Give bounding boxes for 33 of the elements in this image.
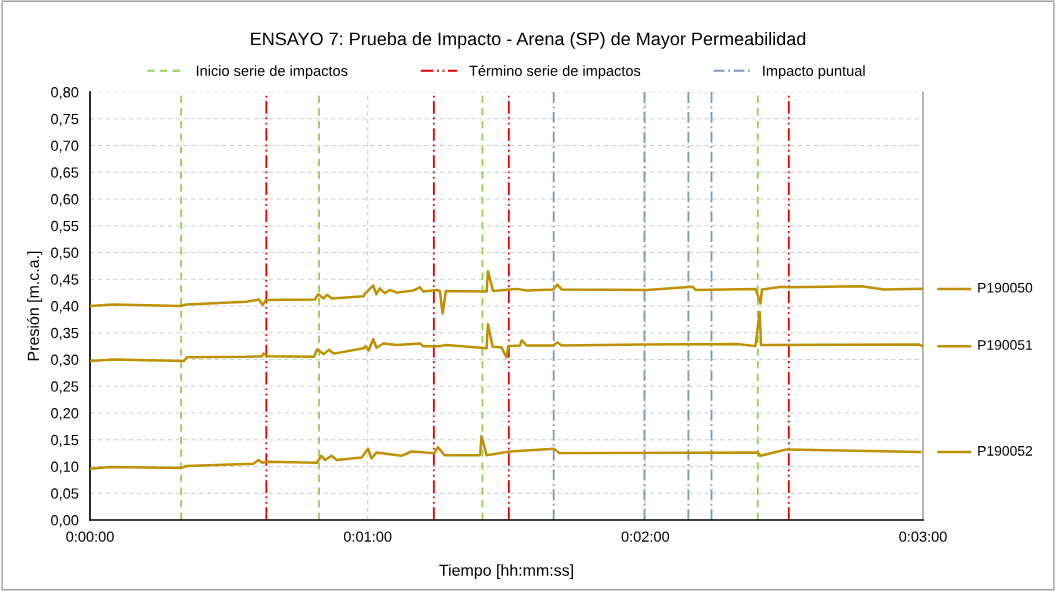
y-tick-label: 0,00 — [51, 515, 79, 528]
legend-label: P190052 — [978, 445, 1033, 456]
legend-label: P190051 — [978, 340, 1033, 350]
y-tick-label: 0,20 — [51, 408, 79, 421]
x-tick-label: 0:03:00 — [899, 531, 947, 542]
legend-label: P190050 — [978, 282, 1033, 293]
y-tick-label: 0,45 — [51, 274, 79, 287]
y-tick-label: 0,55 — [51, 220, 79, 233]
y-tick-label: 0,60 — [51, 194, 79, 207]
x-tick-label: 0:00:00 — [66, 531, 114, 542]
line-series — [90, 269, 923, 315]
y-tick-label: 0,65 — [51, 167, 79, 180]
y-tick-label: 0,10 — [51, 461, 79, 474]
y-tick-label: 0,70 — [51, 140, 79, 153]
x-axis-title: Tiempo [hh:mm:ss] — [439, 564, 573, 580]
y-tick-label: 0,15 — [51, 434, 79, 447]
y-tick-label: 0,25 — [51, 381, 79, 394]
y-tick-label: 0,40 — [51, 301, 79, 314]
y-tick-label: 0,75 — [51, 113, 79, 126]
x-tick-label: 0:01:00 — [343, 531, 392, 542]
y-tick-label: 0,30 — [51, 354, 79, 367]
line-series — [90, 434, 922, 470]
y-tick-label: 0,35 — [51, 327, 79, 340]
y-axis-title: Presión [m.c.a.] — [27, 251, 43, 361]
x-tick-label: 0:02:00 — [621, 531, 670, 542]
chart-title: ENSAYO 7: Prueba de Impacto - Arena (SP) de Mayor Permeabilidad — [251, 32, 806, 49]
line-series — [90, 310, 923, 363]
legend-label: Impacto puntual — [763, 65, 865, 79]
legend-label: Término serie de impactos — [469, 65, 641, 79]
y-tick-label: 0,05 — [51, 488, 79, 501]
y-tick-label: 0,80 — [51, 87, 79, 100]
y-tick-label: 0,50 — [51, 247, 79, 260]
legend-label: Inicio serie de impactos — [196, 65, 348, 79]
